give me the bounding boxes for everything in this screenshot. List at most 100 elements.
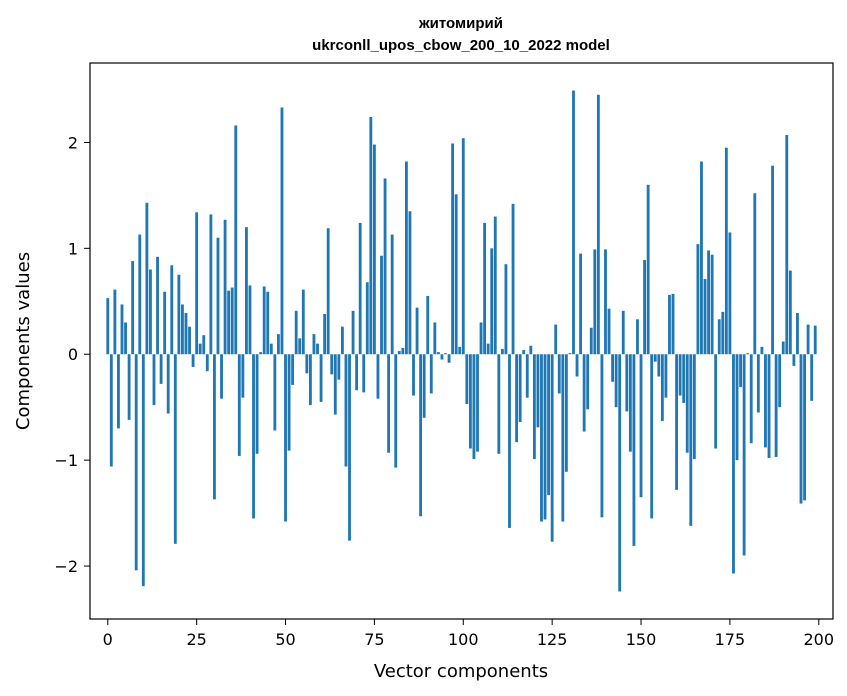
- bar-112: [504, 264, 508, 355]
- bar-164: [689, 354, 693, 526]
- bar-176: [732, 354, 735, 574]
- bar-146: [625, 354, 629, 412]
- bar-71: [358, 222, 362, 355]
- bar-95: [444, 353, 447, 355]
- bar-191: [785, 135, 789, 355]
- bar-188: [774, 354, 778, 457]
- bar-37: [237, 354, 241, 456]
- bar-62: [326, 228, 330, 355]
- bar-157: [664, 354, 668, 398]
- bar-159: [671, 293, 675, 355]
- bar-161: [678, 354, 682, 396]
- bar-192: [788, 270, 792, 355]
- bar-51: [287, 354, 291, 451]
- bar-2: [113, 289, 117, 355]
- bar-150: [639, 354, 643, 498]
- bar-190: [781, 341, 785, 355]
- bar-0: [106, 298, 110, 355]
- y-tick-label: −2: [54, 557, 78, 576]
- bar-52: [291, 354, 295, 385]
- bar-60: [319, 354, 323, 402]
- y-tick-label: −1: [54, 451, 78, 470]
- bar-45: [266, 291, 270, 355]
- bar-90: [426, 295, 430, 355]
- bar-7: [131, 261, 135, 355]
- bar-178: [739, 354, 742, 388]
- bar-198: [810, 354, 814, 401]
- bar-151: [643, 259, 646, 355]
- bar-122: [540, 354, 543, 522]
- bar-167: [700, 161, 703, 355]
- bar-108: [490, 248, 494, 355]
- bar-61: [323, 313, 327, 355]
- bar-185: [764, 354, 767, 448]
- bar-49: [280, 107, 284, 355]
- chart-subtitle: ukrconll_upos_cbow_200_10_2022 model: [312, 37, 610, 54]
- bar-127: [557, 354, 561, 394]
- bar-135: [586, 354, 590, 410]
- y-tick-label: 2: [68, 133, 78, 152]
- bar-156: [660, 354, 664, 421]
- bar-186: [767, 354, 771, 459]
- bar-139: [600, 354, 604, 518]
- bar-182: [753, 193, 757, 355]
- bar-84: [404, 161, 408, 355]
- bar-91: [429, 354, 433, 394]
- bar-59: [316, 343, 319, 355]
- bar-79: [387, 354, 391, 453]
- bar-70: [355, 354, 359, 391]
- bar-187: [771, 165, 774, 355]
- bar-117: [522, 350, 526, 355]
- x-tick-label: 0: [103, 630, 113, 649]
- bar-74: [369, 117, 373, 355]
- bar-19: [173, 354, 177, 544]
- bar-96: [447, 354, 451, 363]
- bar-26: [198, 343, 202, 355]
- bar-148: [632, 354, 636, 546]
- bar-165: [692, 354, 696, 460]
- bar-53: [294, 310, 298, 355]
- bar-158: [668, 294, 671, 355]
- bar-173: [721, 311, 725, 355]
- bar-129: [564, 354, 568, 472]
- bar-138: [596, 94, 600, 355]
- bar-92: [433, 322, 437, 355]
- x-tick-label: 125: [537, 630, 568, 649]
- bar-194: [796, 312, 799, 355]
- bar-80: [390, 234, 394, 355]
- bar-24: [191, 354, 195, 367]
- bar-199: [813, 325, 817, 355]
- bar-87: [415, 307, 419, 355]
- bar-133: [579, 253, 583, 355]
- bar-120: [532, 354, 536, 460]
- bar-88: [419, 354, 423, 517]
- bar-23: [188, 326, 191, 355]
- bar-145: [621, 310, 625, 355]
- bar-48: [276, 334, 280, 355]
- bar-174: [724, 147, 728, 355]
- bar-195: [799, 354, 803, 504]
- x-tick-label: 100: [448, 630, 479, 649]
- bar-98: [454, 194, 458, 355]
- bar-179: [742, 354, 746, 556]
- bar-83: [401, 347, 405, 355]
- bar-41: [252, 354, 255, 519]
- bar-22: [184, 312, 188, 355]
- bar-78: [383, 178, 387, 355]
- bar-33: [223, 219, 227, 355]
- bar-77: [380, 255, 383, 355]
- bar-75: [372, 144, 376, 355]
- bar-94: [440, 354, 444, 360]
- bar-66: [340, 326, 344, 355]
- bar-39: [245, 227, 248, 355]
- bar-128: [561, 354, 565, 522]
- bar-175: [728, 232, 732, 355]
- bar-99: [458, 346, 462, 355]
- bar-104: [476, 354, 479, 452]
- bar-54: [298, 338, 302, 355]
- bar-189: [778, 354, 782, 408]
- bar-134: [582, 354, 586, 432]
- bar-101: [465, 354, 469, 405]
- bar-113: [508, 354, 511, 528]
- bar-142: [611, 354, 615, 382]
